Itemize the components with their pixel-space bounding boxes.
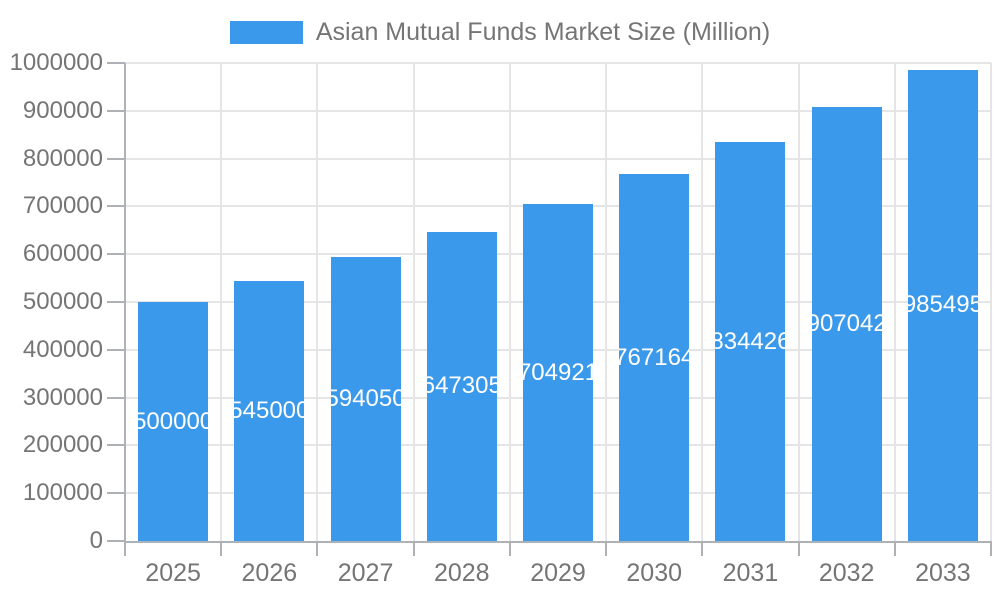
x-tick-label: 2029 — [530, 559, 586, 587]
y-axis-tick — [107, 396, 125, 399]
gridline-horizontal — [125, 109, 991, 112]
y-axis-tick — [107, 62, 125, 64]
y-axis-tick — [107, 157, 125, 160]
y-axis-tick — [107, 492, 125, 495]
y-tick-label: 500000 — [22, 288, 103, 315]
y-tick-label: 800000 — [22, 144, 103, 172]
bar-2026[interactable]: 545000 — [234, 280, 305, 541]
gridline-vertical — [990, 63, 992, 541]
bar-2033[interactable]: 985495 — [907, 69, 978, 541]
y-axis-tick — [107, 109, 125, 112]
bar-2032[interactable]: 907042 — [811, 107, 882, 541]
y-axis-tick — [107, 301, 125, 303]
x-axis-tick — [124, 541, 126, 556]
bar-2025[interactable]: 500000 — [138, 302, 209, 541]
y-axis-tick — [107, 348, 125, 351]
x-tick-label: 2026 — [241, 559, 298, 587]
legend-swatch — [229, 20, 303, 44]
x-axis-tick — [701, 541, 704, 556]
gridline-horizontal — [125, 157, 991, 160]
y-tick-label: 600000 — [22, 240, 103, 268]
gridline-vertical — [701, 63, 704, 541]
x-axis-tick — [893, 541, 896, 556]
gridline-vertical — [797, 63, 800, 541]
legend-label: Asian Mutual Funds Market Size (Million) — [315, 17, 771, 46]
gridline-horizontal — [125, 62, 991, 64]
y-tick-label: 1000000 — [9, 49, 103, 76]
bar-2029[interactable]: 704921 — [523, 204, 593, 541]
x-tick-label: 2033 — [915, 559, 971, 587]
bar-value-label: 767164 — [619, 343, 690, 371]
y-tick-label: 400000 — [22, 335, 103, 363]
x-tick-label: 2025 — [145, 559, 201, 587]
plot-area: 500000 545000 594050 647305 704921 767164 8344… — [125, 62, 992, 541]
x-axis-line — [124, 541, 992, 543]
y-tick-label: 200000 — [22, 431, 103, 459]
y-axis-tick — [107, 253, 125, 256]
bar-2028[interactable]: 647305 — [426, 231, 497, 541]
y-tick-label: 100000 — [22, 479, 103, 507]
y-tick-label: 900000 — [22, 96, 103, 124]
bar-value-label: 545000 — [234, 396, 305, 424]
gridline-vertical — [316, 63, 319, 541]
x-axis-tick — [508, 541, 511, 556]
bar-value-label: 500000 — [138, 407, 209, 435]
legend[interactable]: Asian Mutual Funds Market Size (Million) — [0, 18, 1000, 46]
bar-2027[interactable]: 594050 — [330, 257, 401, 541]
gridline-vertical — [220, 63, 223, 541]
gridline-vertical — [893, 63, 896, 541]
y-axis-tick — [107, 444, 125, 447]
bar-value-label: 834426 — [715, 327, 786, 355]
gridline-vertical — [508, 63, 511, 541]
y-tick-label: 700000 — [22, 192, 103, 220]
x-tick-label: 2031 — [722, 559, 779, 587]
gridline-vertical — [412, 63, 415, 541]
x-axis-tick — [412, 541, 415, 556]
gridline-vertical — [605, 63, 608, 541]
x-tick-label: 2032 — [818, 559, 875, 587]
x-axis-tick — [316, 541, 319, 556]
x-axis-tick — [605, 541, 608, 556]
bar-value-label: 647305 — [426, 372, 497, 400]
y-tick-label: 300000 — [22, 383, 103, 411]
y-axis-tick — [107, 205, 125, 208]
x-axis-tick — [990, 541, 992, 556]
bar-2030[interactable]: 767164 — [619, 174, 690, 541]
x-axis-tick — [220, 541, 223, 556]
x-tick-label: 2027 — [337, 559, 394, 587]
x-tick-label: 2028 — [433, 559, 490, 587]
bar-value-label: 985495 — [907, 291, 978, 319]
bar-value-label: 704921 — [523, 358, 593, 386]
y-axis-line — [124, 63, 126, 556]
y-tick-label: 0 — [89, 527, 103, 554]
bar-value-label: 594050 — [330, 385, 401, 412]
bar-value-label: 907042 — [811, 310, 882, 338]
bar-2031[interactable]: 834426 — [715, 142, 786, 541]
x-tick-label: 2030 — [626, 559, 683, 587]
y-axis-tick — [107, 540, 125, 542]
x-axis-tick — [797, 541, 800, 556]
